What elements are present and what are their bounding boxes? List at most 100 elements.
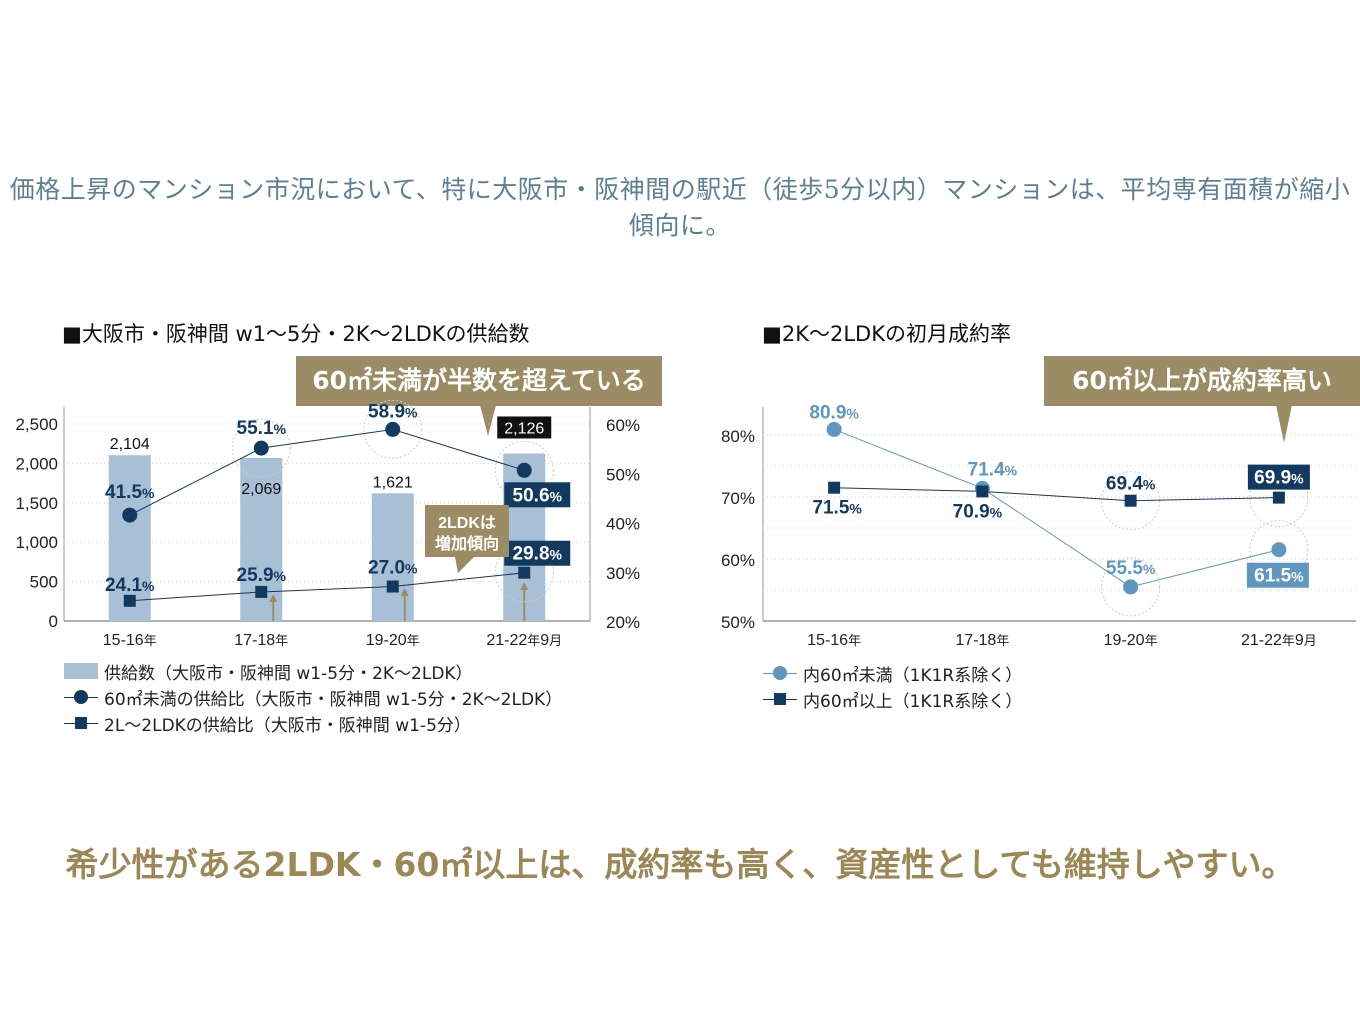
x-tick-label: 17-18年 xyxy=(955,632,1009,649)
y-tick-left: 500 xyxy=(30,573,58,592)
legend-label: 内60㎡未満（1K1R系除く） xyxy=(803,665,1023,686)
data-point-over60 xyxy=(976,485,989,498)
legend-label: 60㎡未満の供給比（大阪市・阪神間 w1-5分・2K〜2LDK） xyxy=(104,689,563,710)
data-label-bg xyxy=(1247,464,1310,490)
legend-bar-swatch xyxy=(64,661,98,681)
data-label-bg xyxy=(504,482,571,508)
conclusion: 希少性がある2LDK・60㎡以上は、成約率も高く、資産性としても維持しやすい。 xyxy=(65,845,1295,884)
data-point-under60 xyxy=(826,421,842,437)
increase-arrow-head xyxy=(400,588,409,596)
legend-item-under60: 60㎡未満の供給比（大阪市・阪神間 w1-5分・2K〜2LDK） xyxy=(64,684,562,710)
y-tick-right: 30% xyxy=(606,564,640,583)
x-tick-label: 21-22年9月 xyxy=(1241,632,1317,649)
y-tick: 60% xyxy=(721,551,755,570)
data-label-under60: 41.5% xyxy=(105,482,155,503)
y-tick-left: 1,000 xyxy=(15,533,58,552)
data-label-under60: 61.5% xyxy=(1254,566,1304,587)
data-point-under60 xyxy=(385,421,401,437)
data-label-over60: 69.9% xyxy=(1254,468,1304,489)
data-label-2ldk: 27.0% xyxy=(368,558,418,579)
y-tick-right: 20% xyxy=(606,613,640,632)
x-tick-label: 15-16年 xyxy=(807,632,861,649)
bar-data-label: 2,104 xyxy=(110,436,150,453)
chart2-title: ■2K〜2LDKの初月成約率 xyxy=(762,322,1011,346)
legend-label: 供給数（大阪市・阪神間 w1-5分・2K〜2LDK） xyxy=(104,663,473,684)
y-tick-right: 50% xyxy=(606,465,640,484)
legend-circle-swatch xyxy=(763,663,797,683)
data-label-under60: 80.9% xyxy=(809,402,859,423)
y-tick-left: 2,000 xyxy=(15,454,58,473)
x-tick-label: 15-16年 xyxy=(103,632,157,649)
y-tick-right: 40% xyxy=(606,515,640,534)
series-line-2ldk xyxy=(129,572,525,602)
callout-2ldk-pointer xyxy=(455,557,474,573)
increase-arrow-head xyxy=(269,594,278,602)
chart1-legend: 供給数（大阪市・阪神間 w1-5分・2K〜2LDK） 60㎡未満の供給比（大阪市… xyxy=(64,658,562,736)
data-point-over60 xyxy=(828,481,841,494)
callout-2ldk-line2: 増加傾向 xyxy=(435,534,499,553)
data-label-over60: 70.9% xyxy=(953,501,1003,522)
y-tick-right: 60% xyxy=(606,416,640,435)
callout-2ldk-box xyxy=(425,505,509,557)
callout-2ldk-line1: 2LDKは xyxy=(438,515,496,532)
legend-item-2ldk: 2L〜2LDKの供給比（大阪市・阪神間 w1-5分） xyxy=(64,710,562,736)
data-point-2ldk xyxy=(386,580,399,593)
increase-arrow-head xyxy=(520,582,529,590)
bar-data-label-bg xyxy=(497,416,552,439)
data-label-2ldk: 24.1% xyxy=(105,575,155,596)
highlight-circle xyxy=(363,399,423,459)
data-label-2ldk: 29.8% xyxy=(513,544,563,565)
data-label-over60: 71.5% xyxy=(812,498,862,519)
data-point-2ldk xyxy=(518,566,531,579)
chart1-callout: 60㎡未満が半数を超えている xyxy=(296,356,662,406)
data-label-under60: 58.9% xyxy=(368,401,418,422)
data-label-over60: 69.4% xyxy=(1106,474,1156,495)
legend-circle-swatch xyxy=(64,687,98,707)
data-label-under60: 55.5% xyxy=(1106,558,1156,579)
series-line-under60 xyxy=(833,428,1279,588)
chart1-title: ■大阪市・阪神間 w1〜5分・2K〜2LDKの供給数 xyxy=(62,322,530,346)
chart2-callout: 60㎡以上が成約率高い xyxy=(1044,356,1360,406)
series-line-under60 xyxy=(129,428,525,516)
legend-label: 2L〜2LDKの供給比（大阪市・阪神間 w1-5分） xyxy=(104,715,471,736)
data-point-under60 xyxy=(122,507,138,523)
legend-label: 内60㎡以上（1K1R系除く） xyxy=(803,691,1023,712)
legend-item-under60: 内60㎡未満（1K1R系除く） xyxy=(763,660,1022,686)
y-tick: 80% xyxy=(721,427,755,446)
data-label-bg xyxy=(1246,562,1309,588)
data-point-2ldk xyxy=(255,585,268,598)
data-point-under60 xyxy=(253,440,269,456)
legend-item-supply: 供給数（大阪市・阪神間 w1-5分・2K〜2LDK） xyxy=(64,658,562,684)
data-label-under60: 50.6% xyxy=(513,485,563,506)
data-label-under60: 55.1% xyxy=(237,418,287,439)
x-tick-label: 19-20年 xyxy=(1104,632,1158,649)
y-tick: 70% xyxy=(721,489,755,508)
data-point-under60 xyxy=(516,462,532,478)
legend-square-swatch xyxy=(763,689,797,709)
y-tick-left: 2,500 xyxy=(15,415,58,434)
chart2-plot: 50% 60% 70% 80% 15-16年 17-18年 19-20年 21-22年9月 80… xyxy=(721,402,1356,649)
data-label-2ldk: 25.9% xyxy=(237,565,287,586)
highlight-circle xyxy=(1101,471,1161,531)
chart2-legend: 内60㎡未満（1K1R系除く） 内60㎡以上（1K1R系除く） xyxy=(763,660,1022,712)
series-line-over60 xyxy=(834,487,1279,502)
legend-item-over60: 内60㎡以上（1K1R系除く） xyxy=(763,686,1022,712)
x-tick-label: 17-18年 xyxy=(234,632,288,649)
data-point-over60 xyxy=(1272,491,1285,504)
y-tick-left: 1,500 xyxy=(15,494,58,513)
y-tick: 50% xyxy=(721,613,755,632)
data-point-under60 xyxy=(1271,542,1287,558)
highlight-circle xyxy=(1101,557,1161,617)
chart1-plot: 0 500 1,000 1,500 2,000 2,500 20% 30% 40% 50% 60% 1… xyxy=(15,399,640,649)
data-label-bg xyxy=(504,540,571,566)
data-point-under60 xyxy=(1123,579,1139,595)
highlight-circle xyxy=(231,418,291,478)
bar-data-label: 2,126 xyxy=(504,420,544,437)
x-tick-label: 19-20年 xyxy=(366,632,420,649)
bar xyxy=(371,493,414,621)
x-tick-label: 21-22年9月 xyxy=(486,632,562,649)
legend-square-swatch xyxy=(64,713,98,733)
bar-data-label: 2,069 xyxy=(241,481,281,498)
